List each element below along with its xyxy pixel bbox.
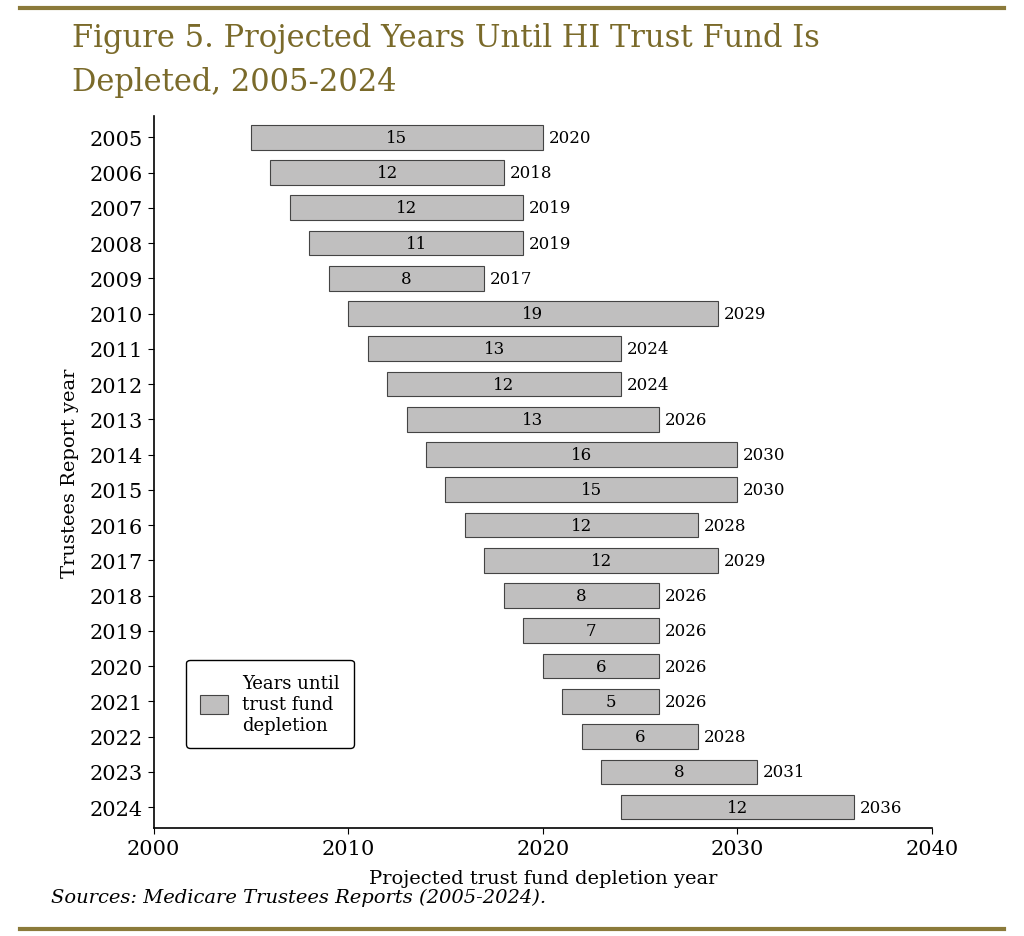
Text: 2018: 2018 — [510, 165, 552, 182]
Text: 13: 13 — [483, 341, 505, 358]
Text: 12: 12 — [494, 376, 514, 393]
Bar — [309, 231, 523, 256]
Text: 2019: 2019 — [529, 235, 571, 253]
Bar — [290, 197, 523, 221]
Text: 2028: 2028 — [705, 517, 746, 534]
Text: 16: 16 — [571, 446, 592, 463]
Text: 2019: 2019 — [529, 200, 571, 217]
Text: 2029: 2029 — [724, 552, 766, 569]
Text: 19: 19 — [522, 306, 544, 323]
Text: 5: 5 — [605, 693, 616, 710]
Bar — [582, 724, 698, 749]
Text: 7: 7 — [586, 622, 597, 639]
Text: 13: 13 — [522, 411, 544, 429]
Text: 8: 8 — [674, 764, 684, 781]
Bar — [465, 513, 698, 538]
Bar — [329, 267, 484, 291]
Text: 12: 12 — [396, 200, 417, 217]
Bar — [445, 478, 737, 503]
Legend: Years until
trust fund
depletion: Years until trust fund depletion — [186, 660, 354, 748]
Text: 2026: 2026 — [666, 588, 708, 605]
Text: Depleted, 2005-2024: Depleted, 2005-2024 — [72, 67, 396, 98]
Text: 12: 12 — [591, 552, 611, 569]
Text: 11: 11 — [406, 235, 427, 253]
Text: Sources: Medicare Trustees Reports (2005-2024).: Sources: Medicare Trustees Reports (2005… — [51, 888, 547, 906]
Text: 8: 8 — [577, 588, 587, 605]
Text: 12: 12 — [727, 798, 748, 815]
Bar — [601, 760, 757, 784]
Text: 2028: 2028 — [705, 728, 746, 745]
Text: 2020: 2020 — [549, 130, 591, 147]
Bar — [251, 125, 543, 151]
Bar — [621, 795, 854, 820]
Text: 2026: 2026 — [666, 622, 708, 639]
Bar — [484, 548, 718, 573]
Bar — [270, 161, 504, 185]
Text: 2026: 2026 — [666, 411, 708, 429]
Text: 2026: 2026 — [666, 658, 708, 675]
Text: 6: 6 — [596, 658, 606, 675]
Bar — [407, 407, 659, 432]
Text: Figure 5. Projected Years Until HI Trust Fund Is: Figure 5. Projected Years Until HI Trust… — [72, 23, 819, 54]
Text: 2029: 2029 — [724, 306, 766, 323]
Y-axis label: Trustees Report year: Trustees Report year — [60, 368, 79, 578]
Text: 2030: 2030 — [743, 446, 785, 463]
Text: 2030: 2030 — [743, 482, 785, 499]
Text: 6: 6 — [635, 728, 645, 745]
Bar — [426, 443, 737, 467]
Bar — [523, 619, 659, 643]
Text: 2017: 2017 — [490, 271, 532, 287]
Text: 2036: 2036 — [860, 798, 902, 815]
Text: 2026: 2026 — [666, 693, 708, 710]
Bar — [387, 373, 621, 397]
Bar — [562, 689, 659, 714]
Text: 15: 15 — [386, 130, 408, 147]
X-axis label: Projected trust fund depletion year: Projected trust fund depletion year — [369, 869, 717, 886]
Text: 8: 8 — [401, 271, 412, 287]
Bar — [504, 584, 659, 608]
Text: 12: 12 — [377, 165, 397, 182]
Text: 12: 12 — [571, 517, 592, 534]
Bar — [543, 654, 659, 679]
Bar — [348, 302, 718, 327]
Text: 2031: 2031 — [763, 764, 805, 781]
Bar — [368, 337, 621, 361]
Text: 15: 15 — [581, 482, 602, 499]
Text: 2024: 2024 — [627, 341, 669, 358]
Text: 2024: 2024 — [627, 376, 669, 393]
